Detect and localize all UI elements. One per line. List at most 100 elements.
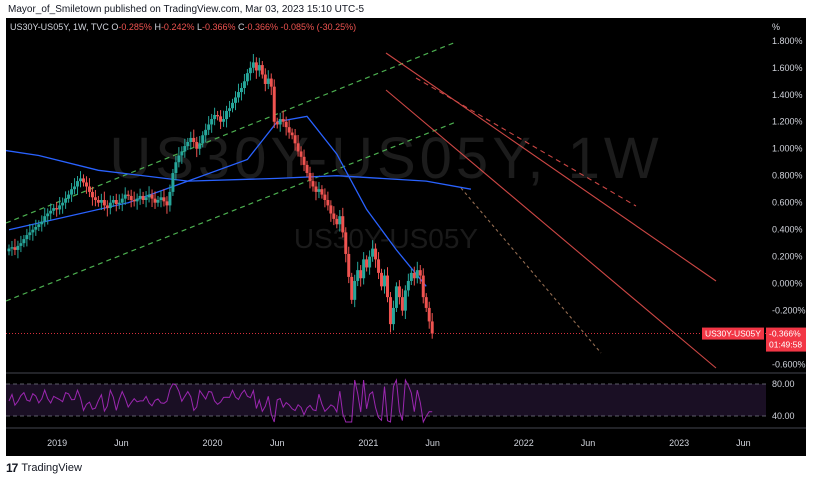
candle xyxy=(323,188,327,208)
candle-body xyxy=(305,164,309,174)
candle-body xyxy=(10,247,14,249)
candle-body xyxy=(7,248,11,252)
candle xyxy=(305,160,309,178)
rsi-tick-label: 80.00 xyxy=(772,379,795,389)
candle-body xyxy=(225,110,229,120)
candle-body xyxy=(380,272,384,287)
symbol-badge xyxy=(702,327,764,340)
candle-body xyxy=(424,297,428,308)
candle-body xyxy=(147,194,151,198)
candle-body xyxy=(347,253,351,277)
candle xyxy=(299,146,303,166)
candle xyxy=(105,200,109,217)
candle-body xyxy=(111,200,115,203)
candle xyxy=(28,224,32,241)
candle xyxy=(132,191,136,207)
candle xyxy=(281,110,285,127)
rsi-tick-label: 40.00 xyxy=(772,411,795,421)
candle xyxy=(67,190,71,203)
candle xyxy=(314,181,318,201)
candle xyxy=(263,68,267,92)
candle xyxy=(418,265,422,284)
candle-body xyxy=(201,135,205,144)
candle-body xyxy=(239,88,243,93)
candle xyxy=(64,191,68,209)
candle-body xyxy=(37,224,41,227)
candle xyxy=(111,195,115,207)
candle xyxy=(391,300,395,331)
candle-body xyxy=(412,272,416,279)
candle xyxy=(46,208,50,225)
candle-body xyxy=(96,200,100,203)
logo-text: TradingView xyxy=(21,462,82,474)
candle-body xyxy=(46,213,50,217)
candle xyxy=(424,293,428,312)
x-tick-label: 2023 xyxy=(669,438,689,448)
candle xyxy=(37,220,41,232)
chart-frame[interactable]: US30Y-US05Y, 1W US30Y-US05Y 1.800% 1.600% 1.… xyxy=(6,18,806,456)
candle-body xyxy=(159,197,163,200)
x-tick-label: 2020 xyxy=(202,438,222,448)
candle xyxy=(421,268,425,304)
candle-body xyxy=(73,186,77,190)
logo-icon: 17 xyxy=(6,461,18,475)
candle-body xyxy=(76,181,80,187)
candle xyxy=(254,57,258,79)
candle-body xyxy=(406,280,410,291)
y-tick-label: -0.600% xyxy=(772,360,806,370)
candle xyxy=(287,119,291,139)
candle xyxy=(412,266,416,286)
candle xyxy=(189,131,193,150)
candle xyxy=(150,189,154,208)
candle xyxy=(430,313,434,339)
candle-body xyxy=(126,194,130,196)
price-chart[interactable]: US30Y-US05Y, 1WUS30Y-US05Y1.800%1.600%1.… xyxy=(6,18,806,456)
candle xyxy=(192,129,196,148)
candle-body xyxy=(195,141,199,149)
candle xyxy=(359,265,363,287)
candle xyxy=(242,73,246,95)
candle xyxy=(34,219,38,236)
candle xyxy=(10,241,14,256)
candle-body xyxy=(70,189,74,195)
candle xyxy=(49,203,53,220)
candle-body xyxy=(320,189,324,195)
y-tick-label: 0.000% xyxy=(772,279,803,289)
candle xyxy=(377,252,381,280)
candle-body xyxy=(359,270,363,279)
legend-part: C xyxy=(236,22,246,32)
candle xyxy=(394,282,398,312)
candle xyxy=(90,186,94,206)
candle-body xyxy=(284,121,288,128)
candle xyxy=(365,255,369,272)
candle xyxy=(233,91,237,111)
candle xyxy=(231,98,235,113)
candle xyxy=(79,171,83,188)
candle xyxy=(153,191,157,209)
candle-body xyxy=(13,247,17,250)
candle-body xyxy=(49,210,53,214)
downtrend-line-dotted xyxy=(460,187,602,354)
candle-body xyxy=(64,198,68,203)
candle-body xyxy=(19,243,23,246)
candle-body xyxy=(183,146,187,152)
candle-body xyxy=(374,248,378,260)
symbol-badge-text: US30Y-US05Y xyxy=(705,329,761,339)
candle xyxy=(239,82,243,101)
candle-body xyxy=(117,202,121,205)
candle xyxy=(52,204,56,215)
candle xyxy=(138,188,142,205)
x-tick-label: Jun xyxy=(114,438,129,448)
candle-body xyxy=(296,143,300,152)
candle-body xyxy=(156,200,160,203)
candle-body xyxy=(344,232,348,254)
candle-body xyxy=(365,259,369,268)
candle-body xyxy=(25,235,29,240)
y-tick-label: 0.600% xyxy=(772,198,803,208)
legend-part: -0.085% (-30.25%) xyxy=(278,22,356,32)
candle-body xyxy=(251,62,255,68)
legend-line: US30Y-US05Y, 1W, TVC O-0.285% H-0.242% L… xyxy=(10,22,356,32)
legend-part: H xyxy=(152,22,161,32)
candle xyxy=(7,244,11,256)
tradingview-logo[interactable]: 17 TradingView xyxy=(6,461,82,475)
